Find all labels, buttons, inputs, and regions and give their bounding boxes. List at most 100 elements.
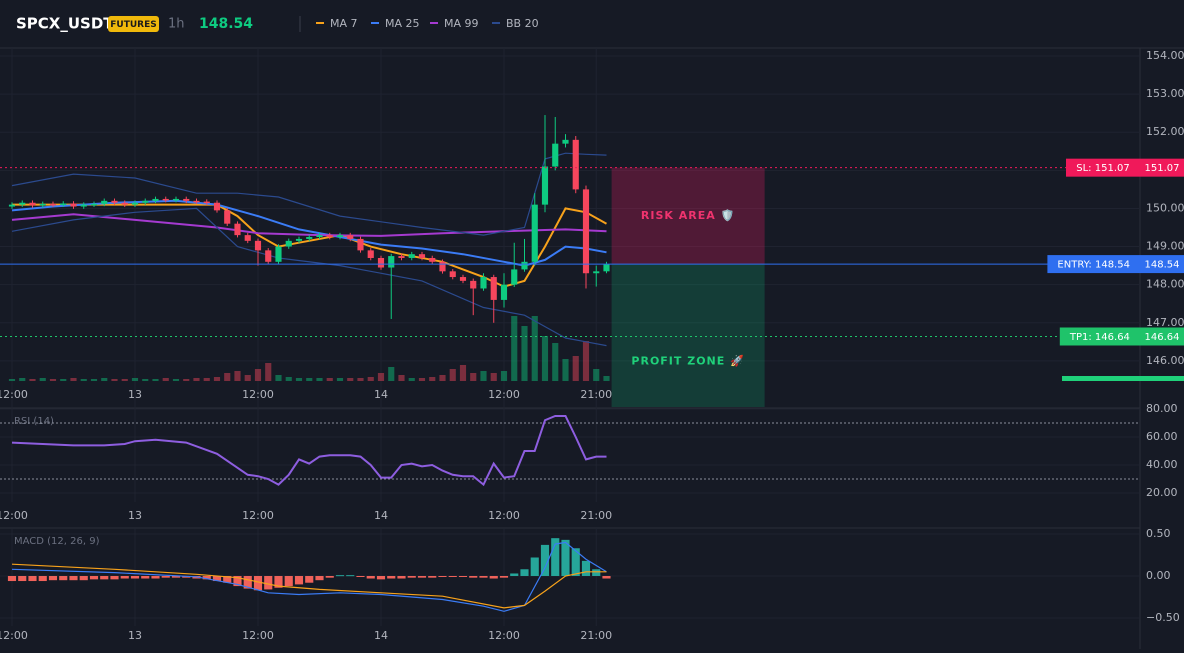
candle-body (429, 257, 436, 262)
y-tick-label: 0.00 (1146, 569, 1171, 582)
candle-body (275, 246, 282, 262)
macd-bar (264, 575, 273, 590)
macd-bar (48, 575, 58, 581)
candle-body (480, 277, 487, 289)
macd-bar (520, 569, 529, 576)
candle-body (172, 198, 180, 201)
candle-body (511, 269, 518, 285)
level-tag (1047, 255, 1140, 274)
candle-body (70, 203, 77, 207)
candle-body (449, 271, 456, 278)
volume-bar (572, 356, 579, 381)
volume-bar (29, 379, 36, 381)
volume-bar (531, 316, 538, 381)
x-tick-label: 12:00 (242, 509, 274, 522)
volume-bar (8, 379, 16, 381)
x-tick-label: 12:00 (0, 629, 28, 642)
macd-bar (438, 575, 447, 577)
x-tick-label: 21:00 (580, 509, 612, 522)
candle-body (39, 203, 46, 206)
y-tick-label: 40.00 (1146, 458, 1178, 471)
volume-bar (336, 378, 344, 381)
macd-bar (540, 544, 550, 576)
macd-bar (305, 575, 314, 583)
volume-bar (121, 379, 128, 381)
volume-bar (244, 375, 251, 381)
indicator-bar (1062, 376, 1184, 381)
macd-bar (253, 575, 263, 591)
macd-bar (79, 575, 88, 581)
volume-bar (500, 371, 508, 381)
macd-bar (130, 575, 140, 579)
volume-bar (367, 377, 374, 381)
volume-bar (224, 373, 231, 381)
y-tick-label: 147.00 (1146, 316, 1184, 329)
volume-bar (429, 377, 436, 381)
candle-body (500, 284, 508, 300)
candle-body (531, 204, 538, 262)
volume-bar (49, 379, 57, 381)
level-tag (1059, 327, 1140, 346)
macd-bar (551, 538, 560, 576)
macd-bar (581, 560, 591, 576)
macd-bar (38, 575, 47, 582)
legend-entry: MA 7 (330, 17, 358, 30)
candle-body (347, 235, 354, 239)
macd-bar (458, 575, 468, 577)
macd-bar (366, 575, 375, 579)
macd-bar (69, 575, 78, 581)
volume-bar (326, 378, 333, 381)
candle-body (388, 256, 395, 268)
macd-bar (376, 575, 386, 580)
candle-body (398, 256, 405, 258)
x-tick-label: 21:00 (580, 629, 612, 642)
y-tick-label: −0.50 (1146, 611, 1180, 624)
volume-bar (470, 373, 477, 381)
macd-bar (489, 575, 498, 579)
macd-bar (202, 575, 211, 580)
volume-bar (70, 378, 77, 381)
x-tick-label: 14 (374, 388, 388, 401)
volume-bar (39, 378, 46, 381)
macd-bar (212, 575, 222, 582)
volume-bar (562, 359, 569, 381)
candle-body (152, 198, 159, 201)
interval: 1h (168, 17, 185, 32)
candle-body (582, 189, 590, 274)
candle-body (408, 254, 415, 258)
volume-bar (254, 369, 262, 381)
candle-body (213, 202, 221, 211)
candle-body (418, 254, 426, 258)
volume-bar (480, 371, 487, 381)
symbol: SPCX_USDT (16, 15, 114, 33)
volume-bar (80, 379, 87, 381)
x-tick-label: 12:00 (488, 388, 520, 401)
volume-bar (183, 379, 190, 381)
candle-body (285, 240, 292, 247)
macd-line (11, 563, 607, 609)
candle-body (19, 202, 26, 205)
volume-bar (142, 379, 149, 381)
volume-bar (306, 378, 313, 381)
volume-bar (439, 375, 446, 381)
y-tick-label: 148.00 (1146, 278, 1184, 291)
volume-bar (593, 369, 600, 381)
candle-body (29, 202, 36, 206)
volume-bar (603, 376, 610, 381)
x-tick-label: 14 (374, 509, 388, 522)
macd-bar (469, 575, 478, 578)
candle-body (183, 198, 190, 201)
candle-body (224, 210, 231, 224)
y-tick-label: 152.00 (1146, 125, 1184, 138)
candle-body (49, 203, 57, 206)
macd-bar (161, 575, 170, 578)
candle-body (357, 238, 364, 251)
macd-bar (89, 575, 99, 580)
volume-bar (541, 336, 549, 381)
candle-body (90, 203, 98, 206)
macd-bar (7, 575, 17, 582)
candle-body (8, 204, 16, 207)
macd-bar (356, 575, 365, 577)
volume-bar (152, 379, 159, 381)
macd-bar (387, 575, 396, 579)
